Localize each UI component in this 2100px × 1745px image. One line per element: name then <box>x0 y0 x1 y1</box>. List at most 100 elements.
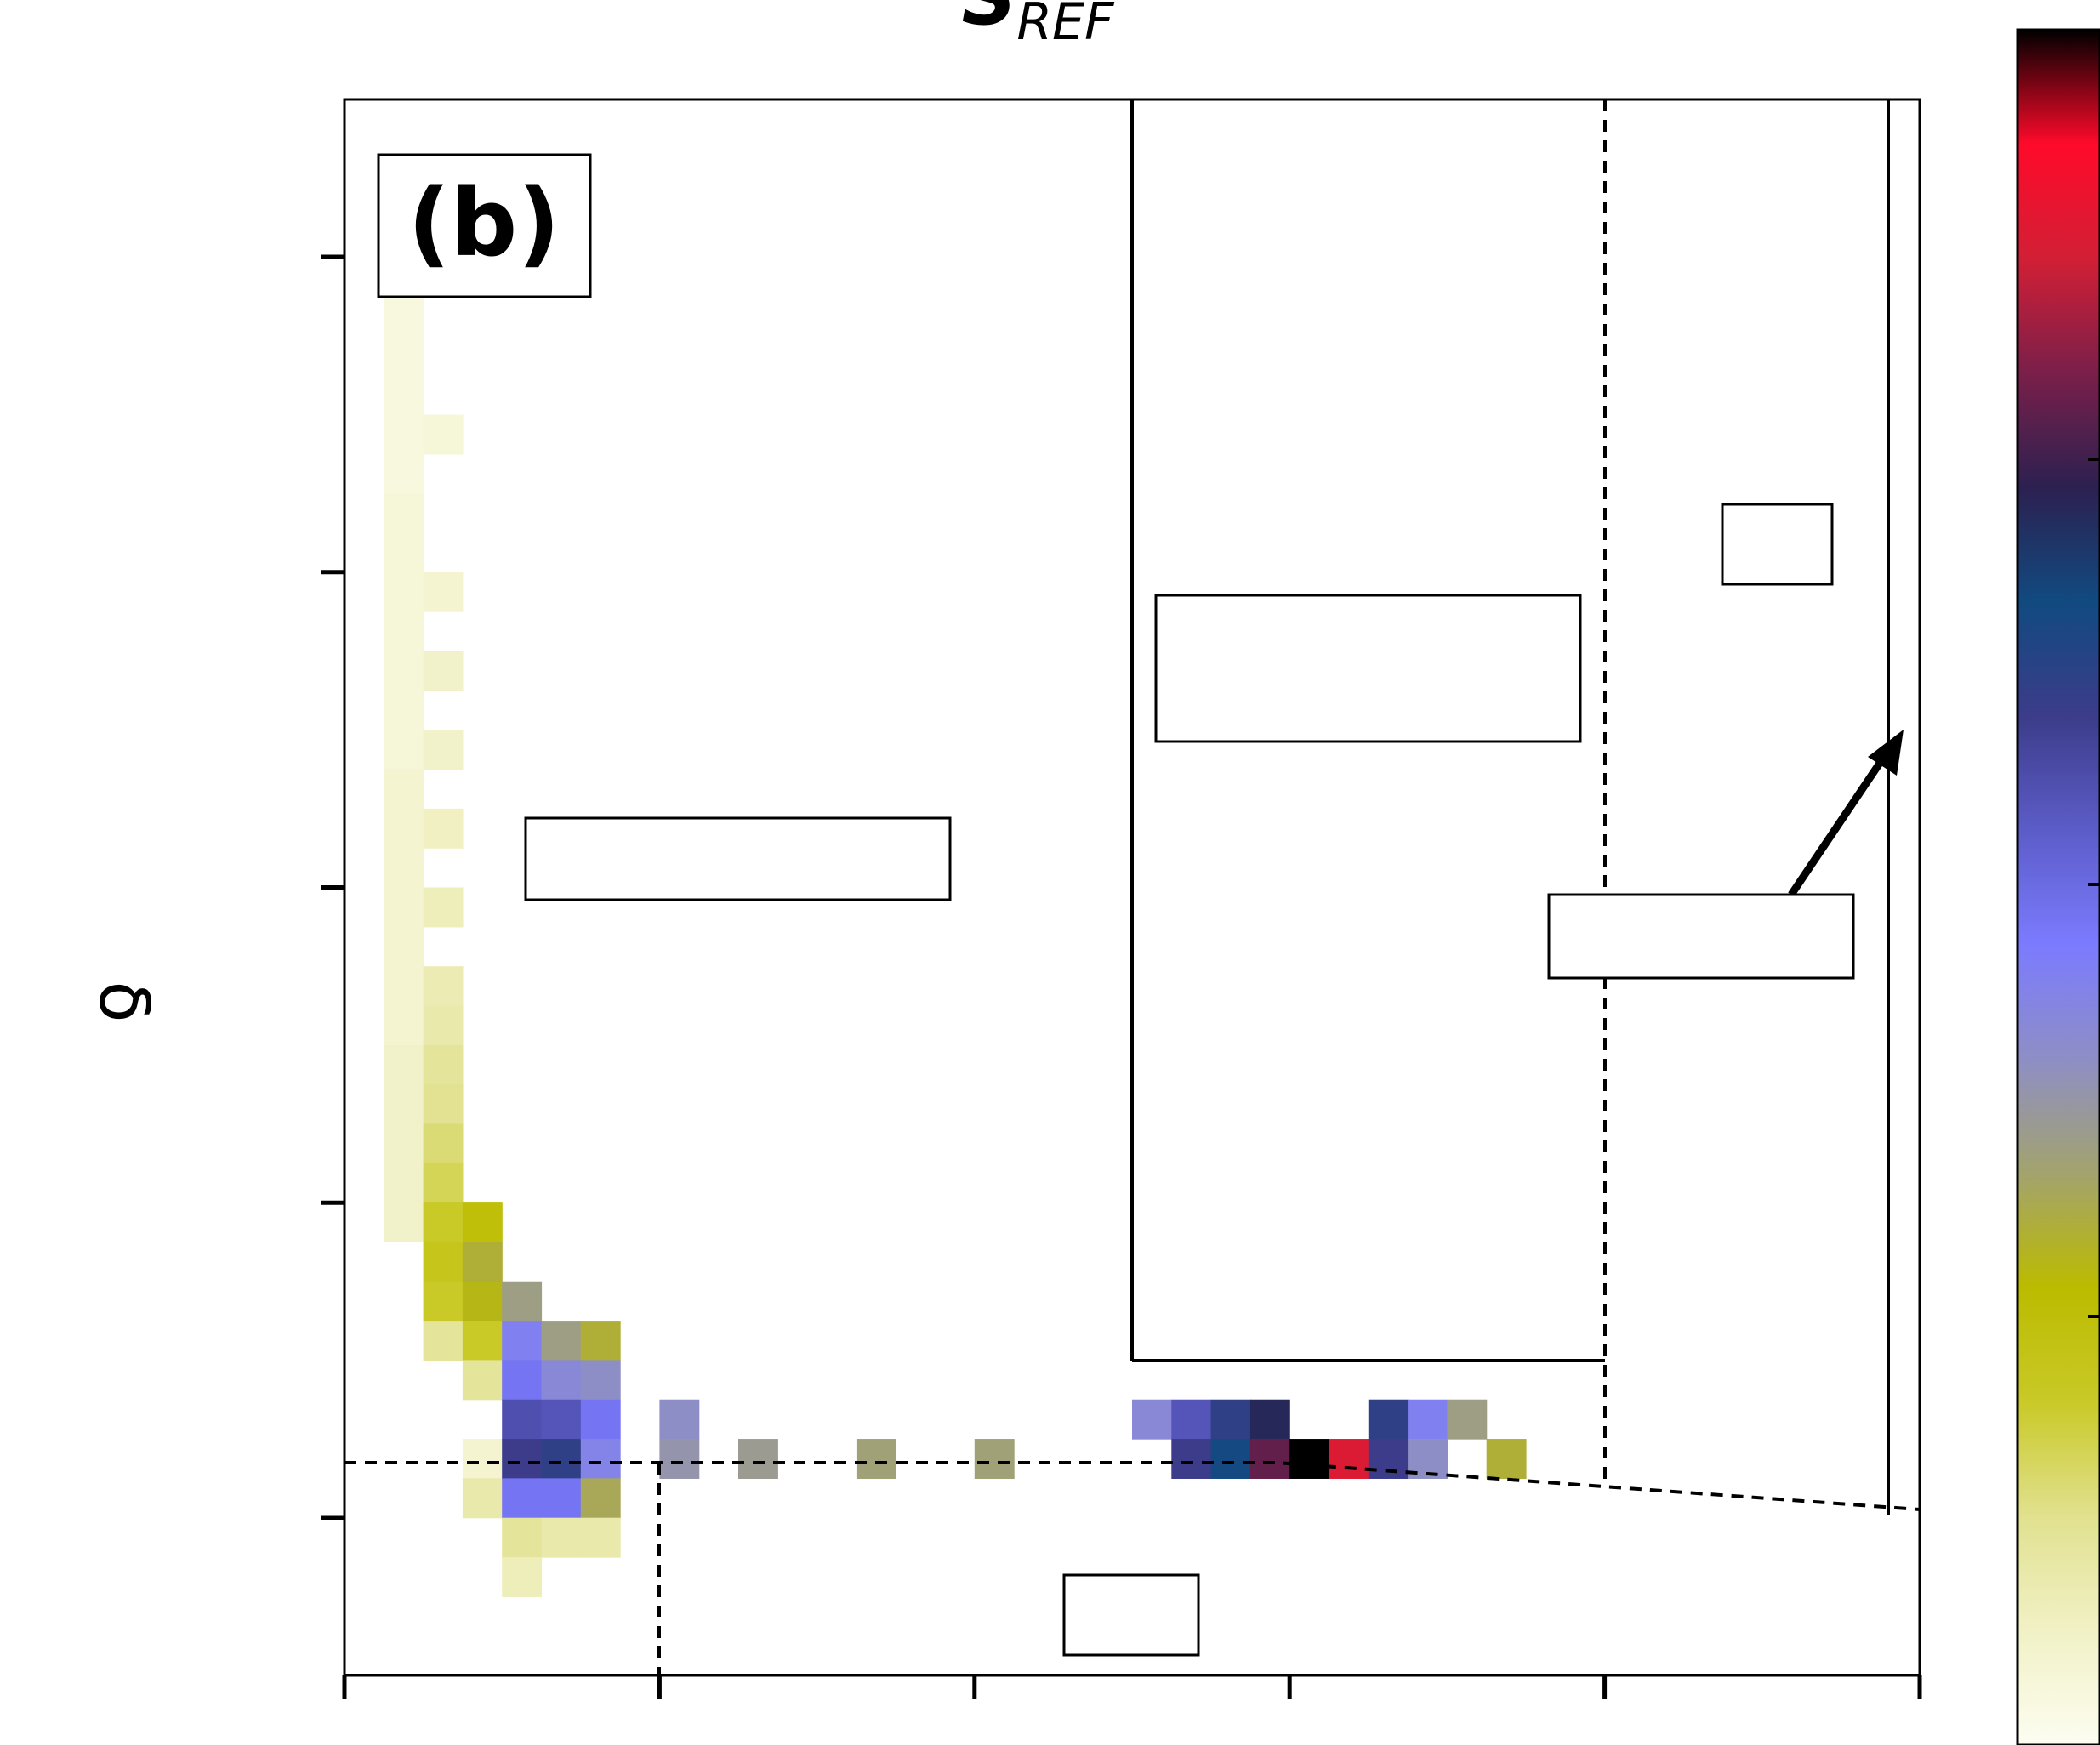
dashed-horizontal-baseline <box>344 1461 1921 1511</box>
heatmap-cell <box>384 414 424 455</box>
heatmap-cell <box>462 1242 503 1282</box>
heatmap-cell <box>462 1281 503 1322</box>
heatmap-cell <box>384 611 424 652</box>
heatmap-cell <box>423 571 464 612</box>
heatmap-cells <box>384 296 1527 1597</box>
axis-ticks <box>321 254 1922 1699</box>
label-box-bottom <box>1062 1573 1200 1657</box>
heatmap-cell <box>580 1517 621 1558</box>
heatmap-cell <box>423 1321 464 1361</box>
heatmap-cell <box>423 1005 464 1046</box>
panel-label-box <box>377 153 592 298</box>
heatmap-cell <box>384 453 424 494</box>
heatmap-cell <box>384 1202 424 1243</box>
heatmap-cell <box>1289 1439 1330 1479</box>
heatmap-cell <box>423 808 464 849</box>
heatmap-cell <box>384 1084 424 1125</box>
heatmap-cell <box>384 769 424 810</box>
heatmap-cell <box>659 1399 700 1440</box>
heatmap-cell <box>423 651 464 691</box>
heatmap-cell <box>1210 1399 1251 1440</box>
heatmap-cell <box>502 1281 543 1322</box>
heatmap-cell <box>580 1321 621 1361</box>
heatmap-cell <box>1249 1439 1290 1479</box>
label-box-left <box>524 816 952 901</box>
heatmap-cell <box>423 730 464 770</box>
heatmap-cell <box>423 1281 464 1322</box>
heatmap-cell <box>423 414 464 455</box>
heatmap-cell <box>384 966 424 1007</box>
heatmap-cell <box>502 1517 543 1558</box>
heatmap-cell <box>384 848 424 889</box>
heatmap-cell <box>541 1439 582 1479</box>
heatmap-cell <box>1368 1399 1409 1440</box>
heatmap-cell <box>462 1202 503 1243</box>
chart-title: SREF <box>962 0 1115 52</box>
heatmap-cell <box>1368 1439 1409 1479</box>
heatmap-cell <box>1171 1399 1212 1440</box>
heatmap-cell <box>423 1084 464 1125</box>
heatmap-cell <box>502 1360 543 1401</box>
heatmap-cell <box>462 1439 503 1479</box>
heatmap-cell <box>384 1005 424 1046</box>
heatmap-cell <box>580 1360 621 1401</box>
annotation-lines <box>344 99 1921 1675</box>
heatmap-cell <box>1171 1439 1212 1479</box>
heatmap-cell <box>384 1123 424 1164</box>
heatmap-cell <box>384 532 424 573</box>
heatmap-cell <box>423 1123 464 1164</box>
heatmap-cell <box>1408 1399 1448 1440</box>
heatmap-cell <box>1329 1439 1369 1479</box>
heatmap-cell <box>384 730 424 770</box>
heatmap-cell <box>659 1439 700 1479</box>
heatmap-cell <box>580 1439 621 1479</box>
heatmap-cell <box>502 1321 543 1361</box>
heatmap-cell <box>384 1162 424 1203</box>
heatmap-cell <box>580 1478 621 1519</box>
heatmap-cell <box>580 1399 621 1440</box>
heatmap-cell <box>856 1439 896 1479</box>
heatmap-cell <box>462 1478 503 1519</box>
heatmap-cell <box>384 887 424 928</box>
heatmap-cell <box>423 966 464 1007</box>
label-box-right-wide <box>1547 893 1855 980</box>
label-box-center <box>1154 594 1582 743</box>
heatmap-cell <box>738 1439 778 1479</box>
heatmap-cell <box>384 1044 424 1085</box>
heatmap-cell <box>384 493 424 534</box>
heatmap-cell <box>974 1439 1015 1479</box>
heatmap-cell <box>1132 1399 1172 1440</box>
heatmap-cell <box>423 1162 464 1203</box>
heatmap-cell <box>384 651 424 691</box>
heatmap-cell <box>502 1557 543 1597</box>
heatmap-cell <box>384 296 424 337</box>
heatmap-cell <box>462 1360 503 1401</box>
heatmap-cell <box>423 1044 464 1085</box>
panel-label: (b) <box>377 153 592 298</box>
heatmap-cell <box>423 1242 464 1282</box>
heatmap-cell <box>502 1478 543 1519</box>
heatmap-cell <box>462 1321 503 1361</box>
heatmap-cell <box>1249 1399 1290 1440</box>
arrow-shaft <box>1788 742 1896 897</box>
label-box-right-small <box>1721 503 1834 586</box>
heatmap-cell <box>541 1478 582 1519</box>
panel-label-text: (b) <box>407 168 560 277</box>
heatmap-cell <box>1486 1439 1527 1479</box>
heatmap-cell <box>541 1517 582 1558</box>
heatmap-cell <box>423 1202 464 1243</box>
heatmap-cell <box>502 1439 543 1479</box>
heatmap-cell <box>384 926 424 967</box>
heatmap-cell <box>384 335 424 376</box>
y-axis-label: δ <box>84 981 163 1023</box>
chart-title-main: S <box>962 0 1017 43</box>
heatmap-cell <box>384 571 424 612</box>
heatmap-cell <box>502 1399 543 1440</box>
heatmap-cell <box>541 1321 582 1361</box>
arrow-head <box>1868 730 1904 776</box>
heatmap-cell <box>1447 1399 1488 1440</box>
heatmap-cell <box>541 1360 582 1401</box>
label-boxes <box>524 503 1855 1657</box>
heatmap-cell <box>384 690 424 730</box>
